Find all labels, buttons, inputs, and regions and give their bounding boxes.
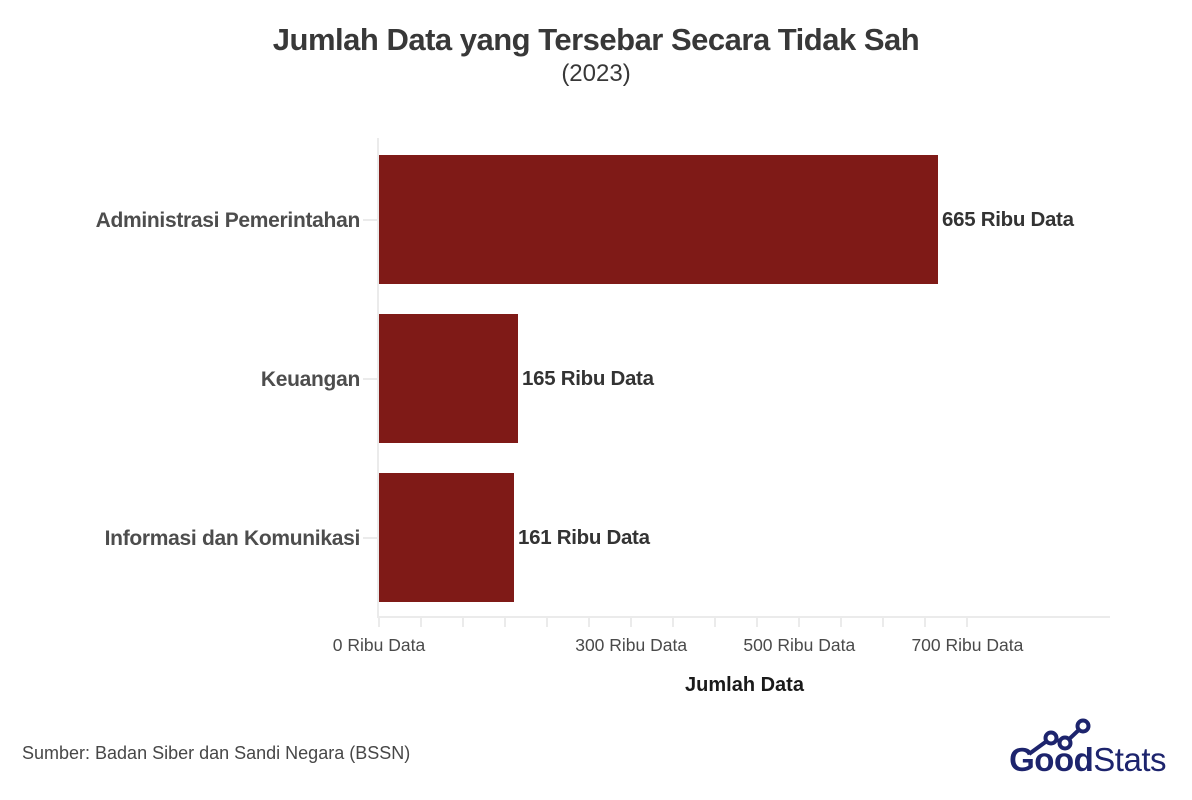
logo-trendline-icon xyxy=(1027,718,1091,756)
x-axis-tick-mark xyxy=(378,618,380,627)
value-label: 161 Ribu Data xyxy=(518,525,650,549)
x-axis-title: Jumlah Data xyxy=(685,674,804,696)
x-axis-tick-label: 500 Ribu Data xyxy=(743,635,856,655)
bar xyxy=(379,155,938,284)
category-label: Informasi dan Komunikasi xyxy=(104,526,361,550)
y-axis-line xyxy=(377,138,379,618)
category-tick-mark xyxy=(363,377,377,380)
x-axis-tick-mark xyxy=(882,618,885,627)
x-axis-tick-mark xyxy=(798,618,801,627)
x-axis-tick-mark xyxy=(672,618,675,627)
value-label: 165 Ribu Data xyxy=(522,366,654,390)
x-axis-tick-mark xyxy=(588,618,591,627)
x-axis-tick-mark xyxy=(462,618,465,627)
bar xyxy=(379,314,518,443)
bar xyxy=(379,473,514,602)
x-axis-tick-mark xyxy=(420,618,423,627)
x-axis-tick-mark xyxy=(714,618,717,627)
category-tick-mark xyxy=(363,218,377,221)
x-axis-tick-mark xyxy=(756,618,759,627)
x-axis-tick-label: 300 Ribu Data xyxy=(575,635,688,655)
logo-text-stats: Stats xyxy=(1093,741,1166,778)
x-axis-line xyxy=(377,616,1110,618)
category-label: Keuangan xyxy=(260,367,360,391)
x-axis-tick-mark xyxy=(630,618,633,627)
x-axis-tick-mark xyxy=(504,618,507,627)
category-tick-mark xyxy=(363,536,377,539)
goodstats-logo: GoodStats xyxy=(1009,718,1166,780)
x-axis-tick-mark xyxy=(966,618,969,627)
category-label: Administrasi Pemerintahan xyxy=(95,208,361,232)
chart-title: Jumlah Data yang Tersebar Secara Tidak S… xyxy=(272,22,920,57)
x-axis-tick-mark xyxy=(840,618,843,627)
x-axis-tick-mark xyxy=(546,618,549,627)
source-note: Sumber: Badan Siber dan Sandi Negara (BS… xyxy=(22,743,411,763)
value-label: 665 Ribu Data xyxy=(942,207,1074,231)
chart-subtitle: (2023) xyxy=(561,60,631,87)
x-axis-tick-label: 0 Ribu Data xyxy=(332,635,426,655)
x-axis-tick-mark xyxy=(924,618,927,627)
logo-text-good: Good xyxy=(1009,741,1094,778)
x-axis-tick-label: 700 Ribu Data xyxy=(911,635,1024,655)
